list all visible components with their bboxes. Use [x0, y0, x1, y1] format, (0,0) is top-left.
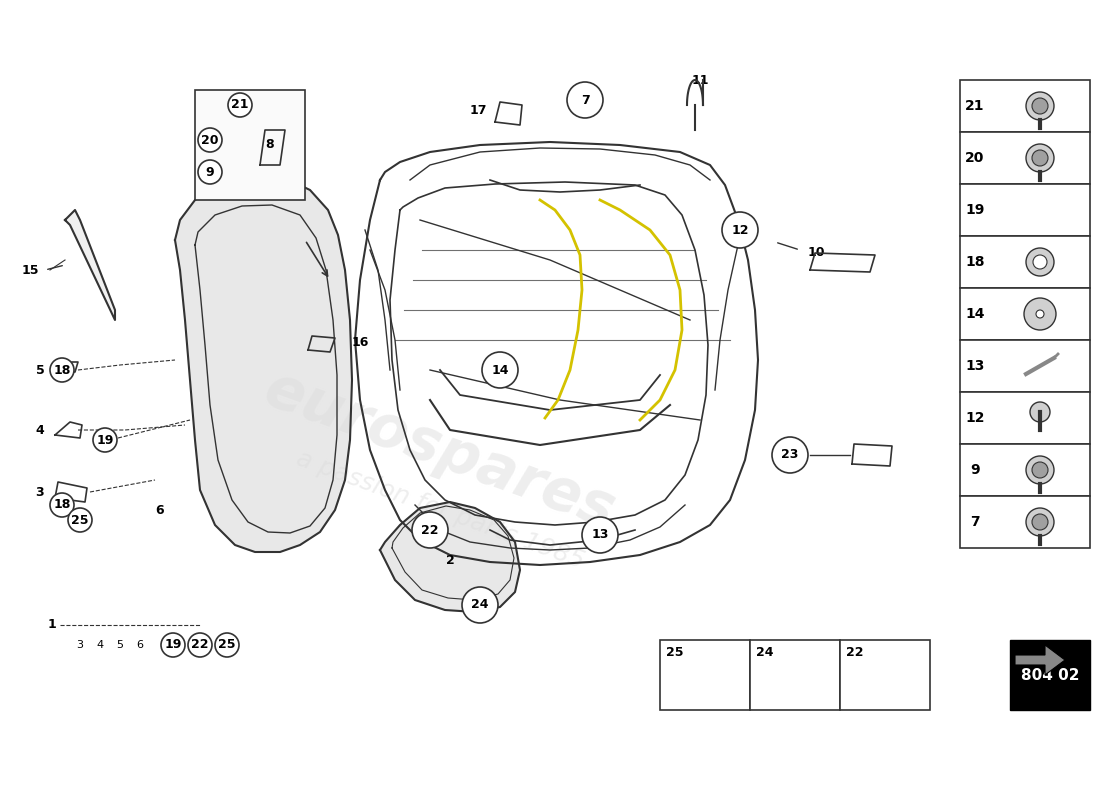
FancyBboxPatch shape	[195, 90, 305, 200]
Bar	[960, 496, 1090, 548]
Text: 2: 2	[446, 554, 454, 566]
Bar	[960, 444, 1090, 496]
Text: 21: 21	[231, 98, 249, 111]
Text: 9: 9	[970, 463, 980, 477]
Circle shape	[161, 633, 185, 657]
Circle shape	[482, 352, 518, 388]
Circle shape	[214, 633, 239, 657]
Text: 22: 22	[191, 638, 209, 651]
Text: 23: 23	[781, 449, 799, 462]
Text: 25: 25	[72, 514, 89, 526]
Text: 13: 13	[966, 359, 984, 373]
Text: 18: 18	[53, 363, 70, 377]
Bar	[960, 392, 1090, 444]
Text: 22: 22	[846, 646, 864, 658]
Text: 10: 10	[808, 246, 825, 258]
Circle shape	[1026, 508, 1054, 536]
Circle shape	[1032, 514, 1048, 530]
Bar	[960, 80, 1090, 132]
Bar	[960, 288, 1090, 340]
Circle shape	[582, 517, 618, 553]
Circle shape	[462, 587, 498, 623]
Bar	[660, 640, 750, 710]
Text: 14: 14	[492, 363, 508, 377]
Circle shape	[1032, 462, 1048, 478]
Text: a passion for parts 1985: a passion for parts 1985	[293, 446, 587, 574]
Text: eurospares: eurospares	[257, 360, 623, 540]
Circle shape	[94, 428, 117, 452]
Text: 24: 24	[471, 598, 488, 611]
Text: 20: 20	[966, 151, 984, 165]
Circle shape	[1032, 98, 1048, 114]
Polygon shape	[1015, 645, 1065, 675]
Polygon shape	[175, 175, 352, 552]
Text: 25: 25	[218, 638, 235, 651]
Text: 21: 21	[966, 99, 984, 113]
Circle shape	[198, 160, 222, 184]
Circle shape	[1033, 255, 1047, 269]
Circle shape	[1030, 402, 1050, 422]
Text: 9: 9	[206, 166, 214, 178]
Circle shape	[1024, 298, 1056, 330]
Text: 12: 12	[732, 223, 749, 237]
Circle shape	[68, 508, 92, 532]
Circle shape	[228, 93, 252, 117]
Circle shape	[198, 128, 222, 152]
Text: 5: 5	[35, 363, 44, 377]
Circle shape	[566, 82, 603, 118]
Text: 15: 15	[21, 263, 38, 277]
Circle shape	[1036, 310, 1044, 318]
Bar	[1010, 640, 1090, 710]
Text: 19: 19	[97, 434, 113, 446]
Circle shape	[772, 437, 808, 473]
Text: 7: 7	[970, 515, 980, 529]
Bar	[840, 640, 929, 710]
Text: 4: 4	[97, 640, 103, 650]
Circle shape	[50, 358, 74, 382]
Text: 16: 16	[352, 335, 370, 349]
Bar	[960, 236, 1090, 288]
Text: 6: 6	[156, 503, 164, 517]
Text: 19: 19	[966, 203, 984, 217]
Text: 3: 3	[35, 486, 44, 498]
Text: 8: 8	[266, 138, 274, 151]
Circle shape	[50, 493, 74, 517]
Text: 12: 12	[966, 411, 984, 425]
Text: 804 02: 804 02	[1021, 667, 1079, 682]
Text: 6: 6	[136, 640, 143, 650]
Text: 13: 13	[592, 529, 608, 542]
Circle shape	[1026, 248, 1054, 276]
Text: 19: 19	[164, 638, 182, 651]
Polygon shape	[379, 502, 520, 612]
Circle shape	[188, 633, 212, 657]
Bar	[960, 132, 1090, 184]
Text: 11: 11	[691, 74, 708, 86]
Circle shape	[1026, 92, 1054, 120]
Circle shape	[412, 512, 448, 548]
Text: 17: 17	[470, 103, 486, 117]
Text: 1: 1	[47, 618, 56, 631]
Text: 14: 14	[966, 307, 984, 321]
Text: 22: 22	[421, 523, 439, 537]
Circle shape	[1032, 150, 1048, 166]
Bar	[960, 340, 1090, 392]
Text: 18: 18	[53, 498, 70, 511]
Text: 24: 24	[757, 646, 773, 658]
Text: 25: 25	[667, 646, 684, 658]
Text: 4: 4	[35, 423, 44, 437]
Text: 7: 7	[581, 94, 590, 106]
Circle shape	[1026, 456, 1054, 484]
Text: 18: 18	[966, 255, 984, 269]
Text: 20: 20	[201, 134, 219, 146]
Circle shape	[1026, 144, 1054, 172]
Circle shape	[722, 212, 758, 248]
Polygon shape	[65, 210, 116, 320]
Bar	[750, 640, 840, 710]
Text: 3: 3	[77, 640, 84, 650]
Bar	[960, 184, 1090, 236]
Text: 5: 5	[117, 640, 123, 650]
